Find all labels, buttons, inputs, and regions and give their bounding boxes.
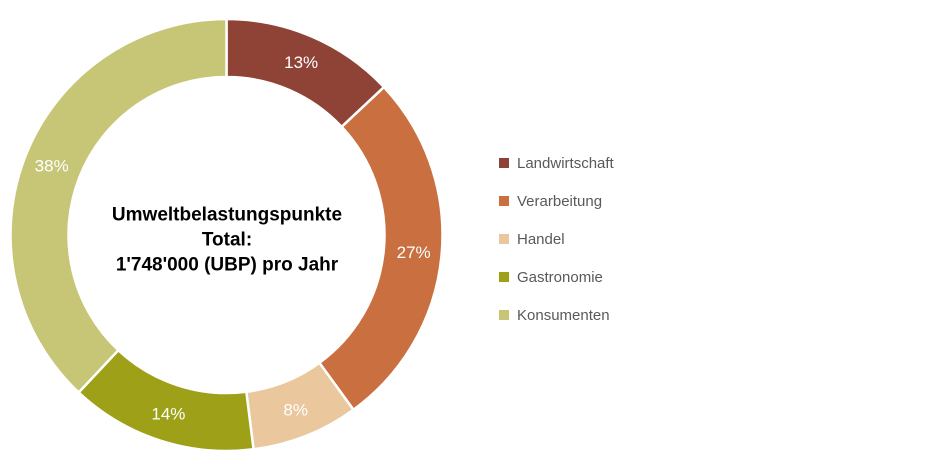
legend-label: Gastronomie [517, 268, 603, 286]
legend-marker-icon [499, 196, 509, 206]
chart-legend: Landwirtschaft Verarbeitung Handel Gastrono… [499, 155, 614, 345]
legend-marker-icon [499, 234, 509, 244]
legend-marker-icon [499, 272, 509, 282]
data-label-gastronomie: 14% [151, 404, 185, 423]
legend-marker-icon [499, 158, 509, 168]
legend-marker-icon [499, 310, 509, 320]
data-label-landwirtschaft: 13% [284, 53, 318, 72]
legend-label: Landwirtschaft [517, 154, 614, 172]
legend-item-verarbeitung: Verarbeitung [499, 192, 614, 210]
legend-label: Handel [517, 230, 565, 248]
legend-label: Verarbeitung [517, 192, 603, 210]
center-label-line1: Umweltbelastungspunkte [111, 204, 343, 226]
center-label-line3: 1'748'000 (UBP) pro Jahr [115, 254, 339, 276]
center-label-line2: Total: [201, 229, 253, 251]
legend-item-gastronomie: Gastronomie [499, 268, 614, 286]
donut-chart: 13% 27% 8% 14% 38% Umweltbelastungspunkte To… [9, 17, 444, 453]
legend-item-konsumenten: Konsumenten [499, 306, 614, 324]
donut-segment-konsumenten [9, 17, 228, 395]
data-label-verarbeitung: 27% [397, 243, 431, 262]
data-label-handel: 8% [283, 400, 308, 419]
chart-center-label: Umweltbelastungspunkte Total: 1'748'000 … [67, 203, 387, 278]
legend-item-handel: Handel [499, 230, 614, 248]
data-label-konsumenten: 38% [35, 156, 69, 175]
legend-item-landwirtschaft: Landwirtschaft [499, 154, 614, 172]
donut-svg: 13% 27% 8% 14% 38% [9, 17, 444, 453]
legend-label: Konsumenten [517, 306, 610, 324]
